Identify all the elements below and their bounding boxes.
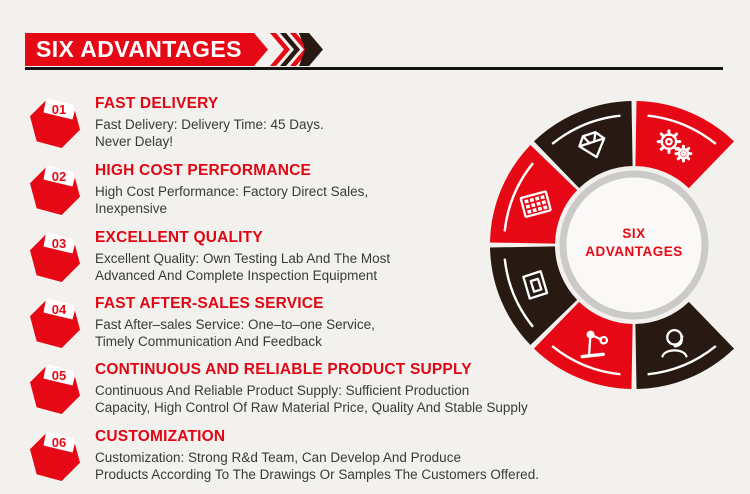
wheel-center	[559, 170, 709, 320]
hexagon-badge: 06	[29, 430, 81, 482]
segment-rim-line	[551, 114, 621, 145]
advantage-text-line: Fast Delivery: Delivery Time: 45 Days.	[95, 117, 324, 132]
badge-number: 02	[52, 169, 66, 184]
segment-rim-line	[503, 258, 534, 328]
hexagon-number-band	[43, 97, 77, 120]
advantage-text-line: Advanced And Complete Inspection Equipme…	[95, 268, 378, 283]
hexagon-badge: 01	[29, 97, 81, 149]
advantage-text-line: Continuous And Reliable Product Supply: …	[95, 383, 470, 398]
panel-grid-icon	[519, 190, 552, 218]
badge-number: 01	[52, 102, 66, 117]
brochure-icon	[522, 270, 549, 300]
wheel-segment-headset-person	[635, 301, 735, 389]
number-badge: 05	[28, 361, 82, 422]
header-divider	[25, 67, 723, 70]
advantage-text-line: Timely Communication And Feedback	[95, 334, 322, 349]
advantage-title: FAST DELIVERY	[95, 95, 219, 112]
segment-rim-line	[551, 345, 621, 376]
advantage-text-line: Excellent Quality: Own Testing Lab And T…	[95, 251, 391, 266]
header-banner: SIX ADVANTAGES	[25, 33, 268, 66]
advantage-title: CUSTOMIZATION	[95, 428, 226, 445]
advantage-text-line: Never Delay!	[95, 134, 174, 149]
segment-rim-line	[647, 114, 717, 145]
segment-rim-line	[647, 345, 717, 376]
advantage-text-line: Capacity, High Control Of Raw Material P…	[95, 400, 528, 415]
hexagon-badge: 04	[29, 297, 81, 349]
advantages-wheel: SIX ADVANTAGES	[490, 101, 735, 389]
wheel-segment-gears	[635, 101, 735, 189]
advantage-title: HIGH COST PERFORMANCE	[95, 162, 312, 179]
hexagon-number-band	[43, 297, 77, 320]
badge-number: 03	[52, 236, 66, 251]
advantage-title: EXCELLENT QUALITY	[95, 229, 263, 246]
advantage-text-line: Fast After–sales Service: One–to–one Ser…	[95, 317, 375, 332]
number-badge: 06	[28, 428, 82, 489]
advantage-title: FAST AFTER-SALES SERVICE	[95, 295, 324, 312]
badge-number: 04	[52, 302, 67, 317]
hexagon-number-band	[43, 363, 77, 386]
gears-icon	[656, 129, 693, 163]
hexagon-number-band	[43, 231, 77, 254]
advantage-text-line: Inexpensive	[95, 201, 168, 216]
hexagon-badge: 02	[29, 164, 81, 216]
hexagon-badge: 05	[29, 363, 81, 415]
page-title: SIX ADVANTAGES	[36, 36, 242, 62]
number-badge: 01	[28, 95, 82, 156]
number-badge: 02	[28, 162, 82, 223]
advantage-text-line: Customization: Strong R&d Team, Can Deve…	[95, 450, 461, 465]
number-badge: 03	[28, 229, 82, 290]
wheel-segment-robot-arm	[533, 301, 633, 389]
headset-person-icon	[661, 329, 688, 358]
diamond-icon	[578, 131, 606, 159]
badge-number: 06	[52, 435, 66, 450]
hexagon-badge: 03	[29, 231, 81, 283]
badge-number: 05	[52, 368, 66, 383]
wheel-center-label: ADVANTAGES	[585, 244, 683, 259]
chevron-arrow-icon	[299, 33, 323, 66]
hexagon-number-band	[43, 164, 77, 187]
advantage-text-line: High Cost Performance: Factory Direct Sa…	[95, 184, 369, 199]
hexagon-number-band	[43, 430, 77, 453]
number-badge: 04	[28, 295, 82, 356]
segment-rim-line	[503, 162, 534, 232]
advantage-text-line: Products According To The Drawings Or Sa…	[95, 467, 539, 482]
wheel-segment-brochure	[490, 246, 578, 346]
wheel-center-label: SIX	[622, 226, 645, 241]
robot-arm-icon	[580, 330, 609, 359]
advantage-title: CONTINUOUS AND RELIABLE PRODUCT SUPPLY	[95, 361, 472, 378]
